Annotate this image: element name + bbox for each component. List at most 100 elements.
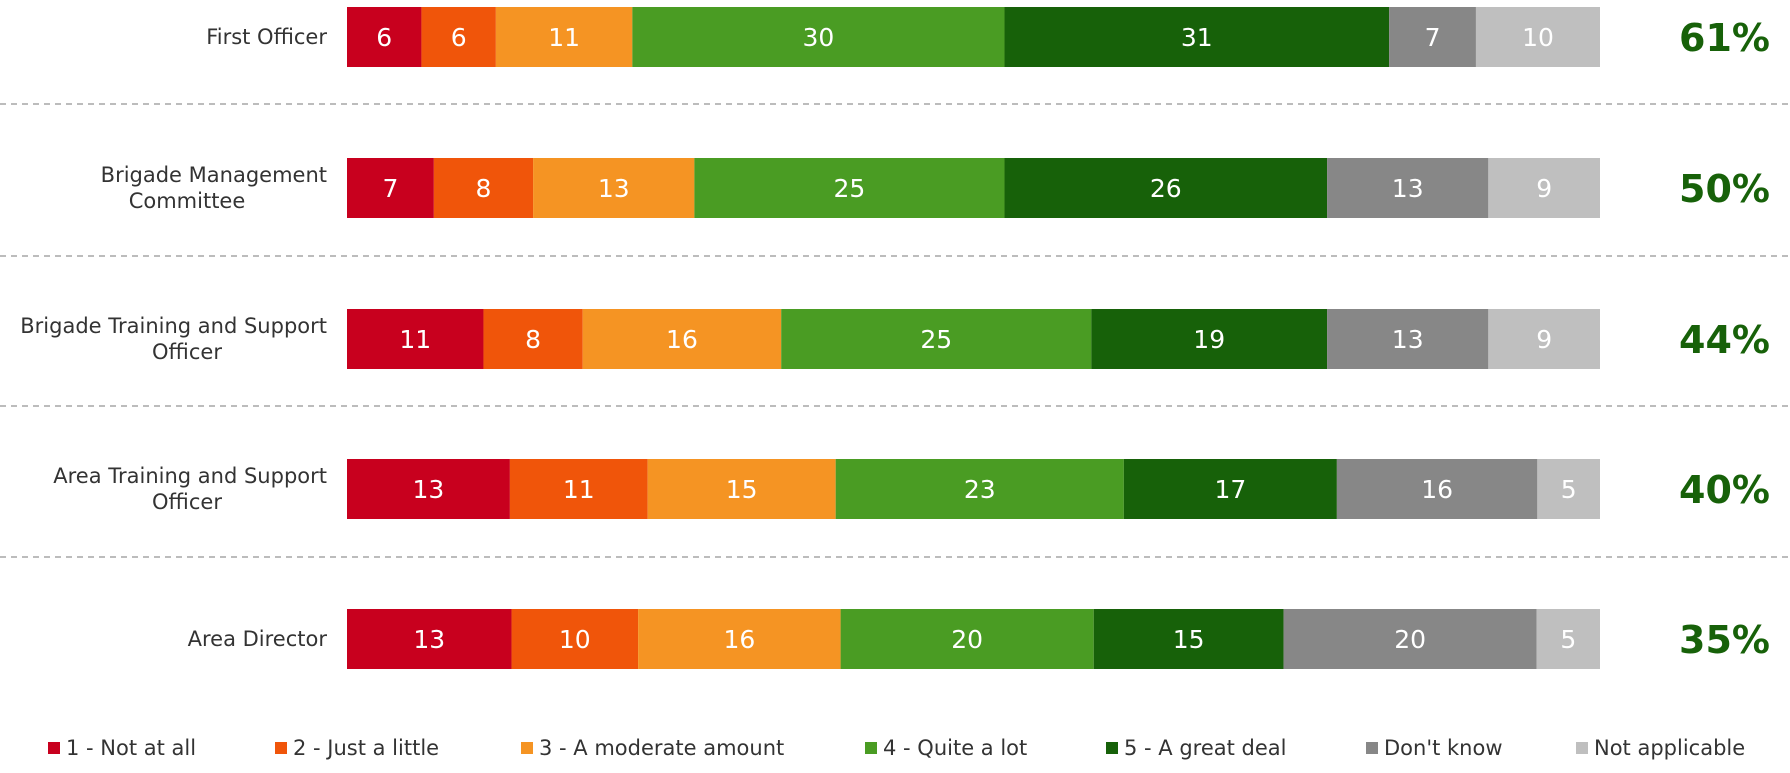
bar-row: Area Director 13 10 16 20 15 20 5 35% — [188, 609, 1770, 669]
data-label: 6 — [376, 23, 392, 52]
bar-segment — [632, 7, 1005, 67]
bar-segment — [840, 609, 1094, 669]
legend-swatch — [275, 742, 287, 754]
category-label: Officer — [152, 340, 222, 364]
data-label: 15 — [726, 475, 758, 504]
bar-segment — [433, 158, 534, 218]
data-label: 11 — [399, 325, 431, 354]
bar-segment — [1093, 609, 1284, 669]
category-label: Brigade Training and Support — [20, 314, 327, 338]
data-label: 9 — [1536, 325, 1552, 354]
bar-segment — [483, 309, 583, 369]
total-percent: 35% — [1679, 618, 1770, 662]
data-label: 17 — [1214, 475, 1246, 504]
data-label: 10 — [559, 625, 591, 654]
bar-segment — [1004, 7, 1390, 67]
data-label: 20 — [1394, 625, 1426, 654]
bar-segment — [1488, 309, 1600, 369]
data-label: 30 — [803, 23, 835, 52]
bar-segment — [347, 609, 512, 669]
total-percent: 40% — [1679, 468, 1770, 512]
bar-segment — [347, 7, 422, 67]
data-label: 25 — [920, 325, 952, 354]
legend-swatch — [1366, 742, 1378, 754]
total-percent: 44% — [1679, 318, 1770, 362]
legend-label: 3 - A moderate amount — [539, 736, 784, 760]
bar-segment — [347, 309, 484, 369]
data-label: 9 — [1536, 174, 1552, 203]
data-label: 11 — [563, 475, 595, 504]
data-label: 16 — [666, 325, 698, 354]
bar-segment — [509, 459, 648, 519]
bar-segment — [1488, 158, 1600, 218]
category-label: Area Training and Support — [53, 464, 327, 488]
legend-swatch — [48, 742, 60, 754]
bar-segment — [495, 7, 633, 67]
category-label: Committee — [129, 189, 246, 213]
legend-label: 4 - Quite a lot — [883, 736, 1027, 760]
legend-label: 1 - Not at all — [66, 736, 196, 760]
bar-segment — [835, 459, 1124, 519]
data-label: 6 — [451, 23, 467, 52]
category-label: First Officer — [206, 25, 327, 49]
data-label: 8 — [476, 174, 492, 203]
category-label: Officer — [152, 490, 222, 514]
bar-segment — [1004, 158, 1328, 218]
bar-segment — [1536, 609, 1600, 669]
bar-segment — [582, 309, 782, 369]
data-label: 23 — [964, 475, 996, 504]
total-percent: 50% — [1679, 167, 1770, 211]
bar-segment — [647, 459, 836, 519]
data-label: 13 — [1392, 325, 1424, 354]
data-label: 15 — [1173, 625, 1205, 654]
data-label: 19 — [1193, 325, 1225, 354]
bar-segment — [533, 158, 695, 218]
bar-segment — [347, 459, 510, 519]
legend-label: 5 - A great deal — [1124, 736, 1286, 760]
legend-label: Don't know — [1384, 736, 1503, 760]
data-label: 5 — [1561, 475, 1577, 504]
data-label: 25 — [834, 174, 866, 203]
legend-swatch — [1576, 742, 1588, 754]
legend-label: 2 - Just a little — [293, 736, 439, 760]
data-label: 7 — [1425, 23, 1441, 52]
bar-segment — [781, 309, 1092, 369]
bar-segment — [1475, 7, 1600, 67]
legend: 1 - Not at all 2 - Just a little 3 - A mod… — [48, 736, 1745, 760]
bar-segment — [421, 7, 496, 67]
legend-swatch — [1106, 742, 1118, 754]
data-label: 13 — [598, 174, 630, 203]
data-label: 5 — [1560, 625, 1576, 654]
bar-segment — [1327, 158, 1489, 218]
category-label: Area Director — [188, 627, 328, 651]
data-label: 13 — [413, 475, 445, 504]
data-label: 31 — [1181, 23, 1213, 52]
data-label: 8 — [525, 325, 541, 354]
bar-segment — [638, 609, 841, 669]
bar-row: First Officer 6 6 11 30 31 7 10 61% — [206, 7, 1770, 67]
legend-swatch — [521, 742, 533, 754]
bar-segment — [347, 158, 434, 218]
bar-segment — [1283, 609, 1537, 669]
bar-segment — [1537, 459, 1600, 519]
data-label: 16 — [1421, 475, 1453, 504]
data-label: 7 — [382, 174, 398, 203]
category-label: Brigade Management — [101, 163, 327, 187]
bar-segment — [511, 609, 639, 669]
bar-segment — [1389, 7, 1476, 67]
data-label: 13 — [413, 625, 445, 654]
data-label: 13 — [1392, 174, 1424, 203]
data-label: 10 — [1522, 23, 1554, 52]
bar-segment — [1091, 309, 1328, 369]
data-label: 16 — [723, 625, 755, 654]
bar-segment — [1123, 459, 1337, 519]
data-label: 11 — [548, 23, 580, 52]
total-percent: 61% — [1679, 16, 1770, 60]
bar-segment — [1327, 309, 1489, 369]
legend-label: Not applicable — [1594, 736, 1745, 760]
bar-segment — [1336, 459, 1538, 519]
